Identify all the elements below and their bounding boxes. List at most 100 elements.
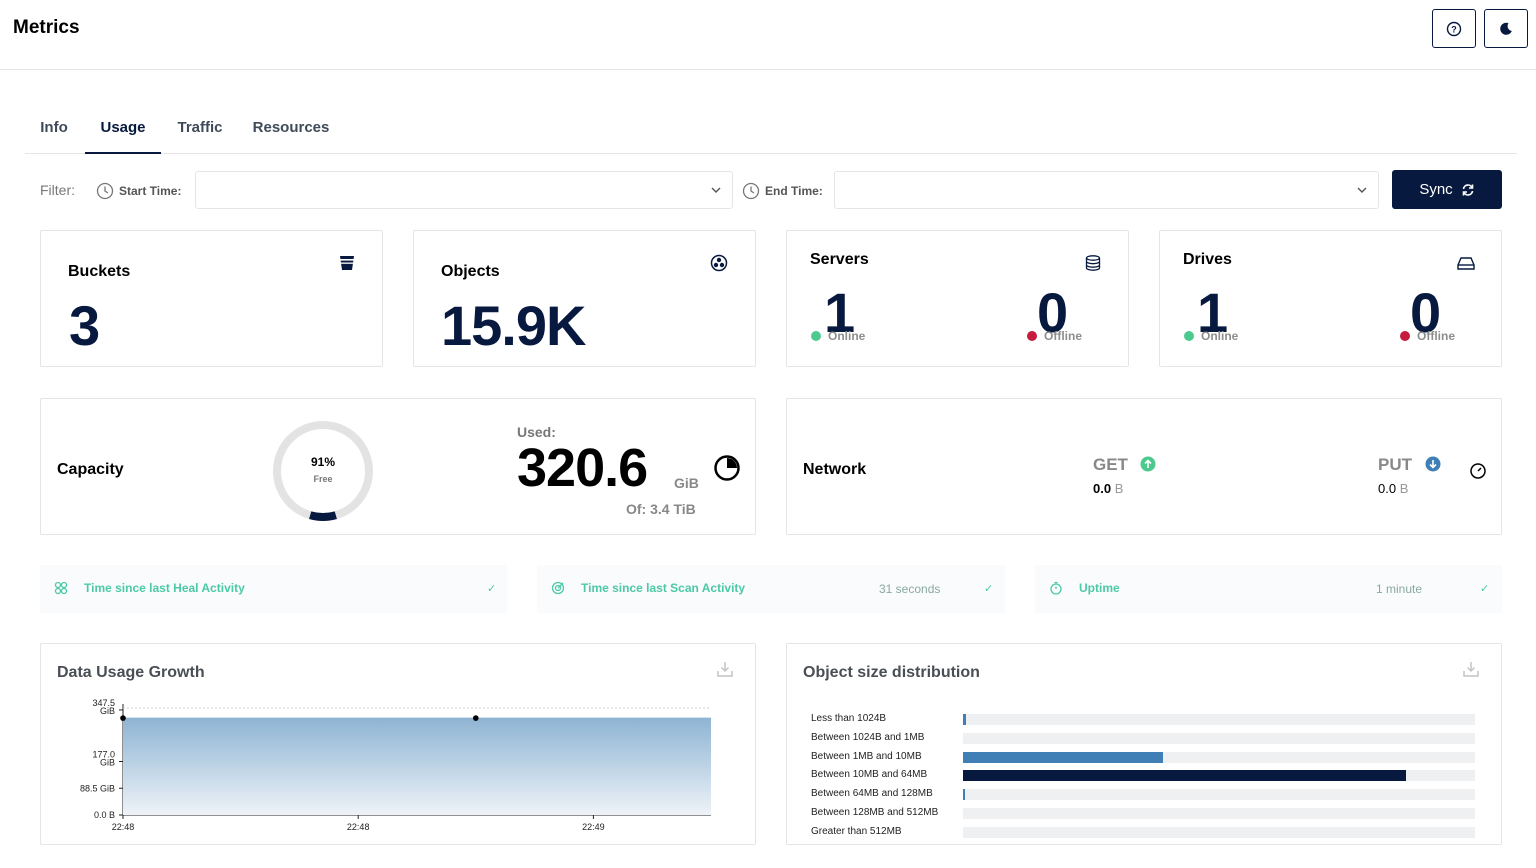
distribution-track: [963, 808, 1475, 819]
distribution-bar: [963, 714, 967, 725]
theme-toggle-button[interactable]: [1484, 9, 1528, 48]
drives-card: Drives 1 Online 0 Offline: [1159, 230, 1502, 367]
distribution-label: Between 1MB and 10MB: [811, 750, 922, 762]
object-size-distribution-panel: Object size distribution Less than 1024B…: [786, 643, 1502, 845]
capacity-used-arc: [309, 511, 337, 521]
capacity-used-label: Used:: [517, 424, 556, 440]
online-dot: [1184, 331, 1194, 341]
objects-title: Objects: [441, 263, 500, 280]
download-icon[interactable]: [716, 660, 734, 678]
drives-online-count: 1: [1197, 281, 1229, 344]
download-icon[interactable]: [1462, 660, 1480, 678]
distribution-track: [963, 732, 1475, 744]
distribution-label: Less than 1024B: [811, 713, 887, 724]
pie-chart-icon: [714, 455, 740, 481]
network-put-value: 0.0: [1378, 481, 1397, 496]
tab-traffic[interactable]: Traffic: [177, 119, 223, 136]
online-text: Online: [1201, 329, 1239, 343]
arrow-up-icon: [1140, 456, 1156, 472]
scan-activity-row[interactable]: Time since last Scan Activity 31 seconds…: [537, 565, 1005, 613]
filter-label: Filter:: [40, 182, 75, 198]
servers-title: Servers: [810, 251, 869, 268]
uptime-label: Uptime: [1079, 581, 1120, 595]
x-tick-label: 22:48: [347, 822, 370, 832]
distribution-label: Between 10MB and 64MB: [811, 769, 928, 781]
network-get-unit: B: [1114, 481, 1124, 496]
network-card: Network GET 0.0 B PUT 0.0 B: [786, 398, 1502, 535]
capacity-free-percent: 91%: [310, 455, 336, 469]
data-usage-growth-title: Data Usage Growth: [57, 664, 205, 681]
servers-offline-label: Offline: [1027, 329, 1082, 343]
y-tick-label: 177.0: [92, 750, 115, 760]
scan-activity-value: 31 seconds: [879, 582, 941, 596]
objects-icon: [710, 254, 728, 272]
capacity-free-label: Free: [313, 474, 333, 484]
server-icon: [1085, 255, 1101, 271]
uptime-value: 1 minute: [1376, 582, 1423, 596]
sync-button[interactable]: Sync: [1392, 170, 1502, 209]
svg-text:?: ?: [1451, 24, 1457, 34]
chevron-down-icon: ✓: [1480, 583, 1490, 595]
question-circle-icon: ?: [1446, 21, 1462, 36]
y-tick-label: GiB: [100, 758, 115, 768]
distribution-label: Between 64MB and 128MB: [811, 788, 933, 800]
tab-resources[interactable]: Resources: [252, 119, 330, 136]
usage-point: [473, 715, 479, 721]
heal-activity-row[interactable]: Time since last Heal Activity ✓: [40, 565, 507, 613]
moon-icon: [1500, 22, 1512, 35]
capacity-ring-track: [273, 421, 373, 521]
distribution-bar: [963, 751, 1163, 763]
speedometer-icon: [1470, 463, 1486, 479]
usage-point: [120, 715, 126, 721]
online-text: Online: [828, 329, 866, 343]
end-time-select[interactable]: [834, 171, 1379, 209]
start-time-select[interactable]: [195, 171, 733, 209]
end-time-label: End Time:: [742, 182, 823, 200]
distribution-label: Between 1024B and 1MB: [811, 731, 925, 743]
distribution-track: [963, 751, 1475, 763]
network-title: Network: [803, 461, 867, 478]
offline-dot: [1400, 331, 1410, 341]
start-time-label: Start Time:: [96, 182, 181, 200]
servers-online-count: 1: [824, 281, 856, 344]
tab-info[interactable]: Info: [40, 119, 68, 136]
sync-label: Sync: [1419, 181, 1453, 198]
clock-icon: [96, 182, 114, 200]
offline-text: Offline: [1044, 329, 1082, 343]
distribution-track: [963, 789, 1475, 801]
arrow-down-icon: [1425, 456, 1441, 472]
chevron-down-icon: [1357, 187, 1367, 193]
capacity-card: Capacity 91% Free Used: 320.6 GiB Of: 3.…: [40, 398, 756, 535]
network-get-stat: 0.0 B: [1093, 481, 1123, 496]
buckets-title: Buckets: [68, 263, 131, 280]
tab-usage[interactable]: Usage: [85, 104, 161, 154]
heal-icon: [54, 581, 68, 595]
chevron-down-icon: [711, 187, 721, 193]
start-time-text: Start Time:: [119, 184, 182, 198]
bucket-icon: [340, 256, 354, 270]
distribution-track: [963, 826, 1475, 838]
chevron-down-icon: ✓: [487, 583, 497, 595]
y-tick-label: 347.5: [92, 698, 115, 708]
uptime-row[interactable]: Uptime 1 minute ✓: [1035, 565, 1502, 613]
capacity-donut: [273, 421, 373, 521]
offline-text: Offline: [1417, 329, 1455, 343]
servers-card: Servers 1 Online 0 Offline: [786, 230, 1129, 367]
network-put-unit: B: [1399, 481, 1409, 496]
y-tick-label: GiB: [100, 706, 115, 716]
chevron-down-icon: ✓: [984, 583, 994, 595]
offline-dot: [1027, 331, 1037, 341]
scan-activity-label: Time since last Scan Activity: [581, 581, 746, 595]
network-get-value: 0.0: [1093, 481, 1112, 496]
clock-icon: [742, 182, 760, 200]
network-put-label: PUT: [1378, 455, 1412, 474]
buckets-value: 3: [69, 294, 100, 357]
page-header: Metrics ?: [0, 0, 1536, 70]
tab-bar: Info Usage Traffic Resources: [25, 104, 1517, 154]
distribution-bar: [963, 770, 1406, 782]
capacity-used-value: 320.6: [517, 438, 648, 498]
help-button[interactable]: ?: [1432, 9, 1476, 48]
object-size-distribution-title: Object size distribution: [803, 664, 980, 681]
capacity-used-unit: GiB: [674, 475, 699, 491]
